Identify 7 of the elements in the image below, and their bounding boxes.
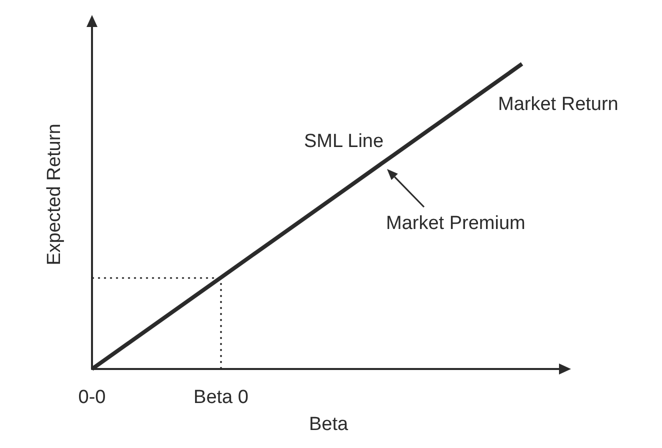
y-axis-title: Expected Return [44,124,65,266]
annotation: SML Line [304,131,384,152]
x-tick-label: Beta 0 [194,387,248,408]
annotation: Market Premium [386,213,526,234]
annotation: Market Return [498,94,618,115]
x-tick-label: 0-0 [78,387,106,408]
x-axis-title: Beta [308,414,348,435]
